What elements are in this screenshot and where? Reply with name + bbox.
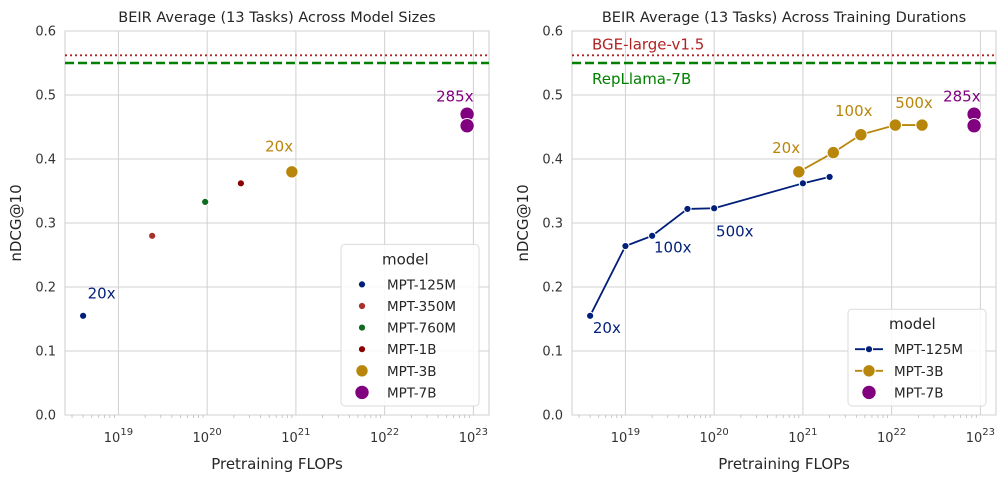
legend-marker	[354, 384, 370, 401]
panel-training-durations: 0.0 0.1 0.2 0.3 0.4 0.5 0.6 1019 1020 1021 1022 102…	[514, 10, 997, 473]
legend-label: MPT-3B	[894, 364, 944, 380]
data-point	[586, 311, 595, 320]
y-tick-label: 0.6	[542, 25, 563, 40]
legend-box	[847, 308, 987, 407]
legend-marker	[861, 384, 877, 401]
x-tick-label: 1019	[611, 427, 640, 446]
y-tick-label: 0.4	[542, 153, 563, 168]
point-annotation: 285x	[943, 87, 981, 105]
point-annotation: 500x	[895, 94, 933, 112]
chart-title: BEIR Average (13 Tasks) Across Model Siz…	[118, 10, 435, 26]
y-tick-label: 0.0	[542, 409, 563, 424]
data-point	[683, 204, 692, 214]
x-tick-label: 1023	[966, 427, 995, 446]
legend-marker	[864, 345, 874, 354]
legend-marker	[357, 345, 367, 354]
point-annotation: 500x	[716, 222, 754, 240]
x-tick-label: 1022	[877, 427, 906, 446]
x-tick-label: 1023	[459, 427, 488, 446]
chart-title: BEIR Average (13 Tasks) Across Training …	[602, 10, 966, 26]
data-point	[79, 311, 88, 320]
data-point	[854, 127, 868, 142]
data-point	[710, 204, 719, 213]
data-point	[888, 118, 903, 132]
legend-label: MPT-760M	[387, 321, 456, 337]
reference-line-label: BGE-large-v1.5	[592, 36, 704, 54]
x-tick-label: 1021	[281, 427, 310, 446]
x-axis-label: Pretraining FLOPs	[211, 455, 343, 473]
data-point	[201, 197, 210, 206]
legend-label: MPT-1B	[387, 342, 437, 358]
data-point	[459, 118, 475, 134]
legend-label: MPT-7B	[894, 385, 944, 401]
legend-marker	[357, 280, 367, 289]
legend-label: MPT-350M	[387, 299, 456, 315]
panel-model-sizes: 0.0 0.1 0.2 0.3 0.4 0.5 0.6 1019 1020 1021 1022 102…	[7, 10, 490, 473]
data-point	[792, 165, 806, 179]
data-point	[285, 165, 299, 179]
y-tick-label: 0.3	[35, 217, 56, 232]
point-annotation: 20x	[593, 319, 621, 337]
data-point	[966, 118, 982, 134]
y-tick-label: 0.5	[35, 89, 56, 104]
data-point	[236, 179, 246, 188]
data-point	[621, 241, 630, 251]
legend: model MPT-125M MPT-350M MPT-760M MPT-1B MPT-3…	[340, 243, 480, 407]
data-point	[148, 231, 157, 240]
y-tick-label: 0.1	[35, 345, 56, 360]
data-point	[915, 118, 929, 132]
y-tick-label: 0.3	[542, 217, 563, 232]
point-annotation: 285x	[436, 87, 474, 105]
x-tick-label: 1022	[370, 427, 399, 446]
y-axis-label: nDCG@10	[7, 184, 25, 261]
x-axis-label: Pretraining FLOPs	[718, 455, 850, 473]
legend-marker	[357, 301, 367, 311]
legend-title: model	[382, 250, 429, 268]
legend-label: MPT-3B	[387, 364, 437, 380]
x-tick-label: 1021	[788, 427, 817, 446]
x-tick-label: 1020	[193, 427, 222, 446]
legend-marker	[357, 323, 367, 332]
point-annotation: 100x	[835, 102, 873, 120]
point-annotation: 20x	[265, 137, 293, 155]
y-axis-label: nDCG@10	[514, 184, 532, 261]
legend-label: MPT-7B	[387, 385, 437, 401]
y-tick-label: 0.1	[542, 345, 563, 360]
y-tick-label: 0.2	[35, 281, 56, 296]
y-tick-label: 0.0	[35, 409, 56, 424]
point-annotation: 20x	[772, 139, 800, 157]
legend-label: MPT-125M	[894, 342, 963, 358]
legend-label: MPT-125M	[387, 277, 456, 293]
legend-box	[340, 243, 480, 407]
data-point	[648, 231, 657, 240]
data-point	[798, 179, 807, 188]
x-tick-label: 1020	[700, 427, 729, 446]
x-tick-label: 1019	[104, 427, 133, 446]
y-tick-label: 0.4	[35, 153, 56, 168]
legend-marker	[355, 364, 369, 378]
reference-line-label: RepLlama-7B	[592, 70, 691, 88]
y-tick-label: 0.6	[35, 25, 56, 40]
y-tick-label: 0.5	[542, 89, 563, 104]
legend-title: model	[889, 315, 936, 333]
point-annotation: 100x	[654, 238, 692, 256]
y-tick-label: 0.2	[542, 281, 563, 296]
data-point	[826, 145, 840, 160]
legend-marker	[862, 364, 876, 378]
legend: model MPT-125M MPT-3B MPT-7B	[847, 308, 987, 407]
data-point	[825, 172, 834, 182]
point-annotation: 20x	[88, 285, 116, 303]
